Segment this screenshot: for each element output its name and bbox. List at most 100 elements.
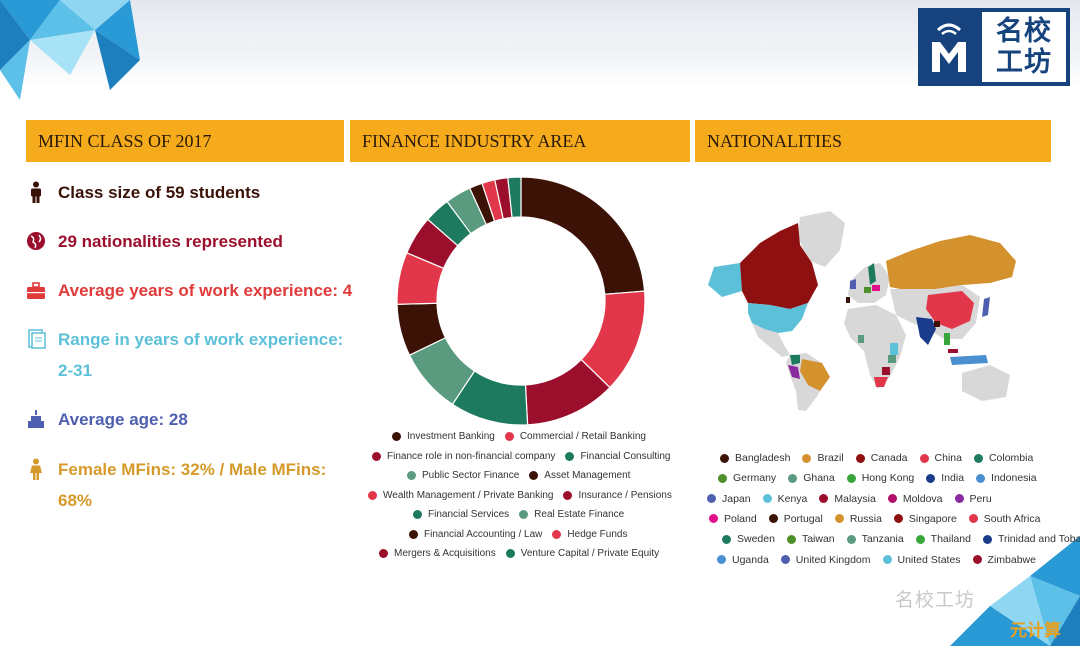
legend-swatch: [504, 432, 514, 441]
nationality-label: Ghana: [803, 472, 835, 485]
nationality-label: Japan: [722, 492, 751, 505]
nationality-legend-item: Peru: [954, 493, 992, 505]
legend-label: Venture Capital / Private Equity: [520, 548, 660, 559]
germany-shape: [864, 287, 871, 293]
legend-label: Investment Banking: [407, 431, 495, 442]
peru-shape: [788, 365, 800, 379]
top-band: [0, 0, 1080, 86]
nationality-swatch: [968, 514, 978, 524]
nationality-swatch: [973, 453, 983, 463]
poland-shape: [872, 285, 880, 291]
legend-label: Insurance / Pensions: [578, 489, 672, 501]
nationality-swatch: [788, 473, 798, 483]
nationality-swatch: [762, 494, 772, 504]
stat-line-continued: 2-31: [58, 361, 93, 380]
nationality-swatch: [887, 494, 897, 504]
zimbabwe-shape: [882, 367, 890, 375]
legend-item: Real Estate Finance: [519, 509, 624, 520]
nationality-label: Thailand: [930, 533, 971, 546]
stat-line: Class size of 59 students: [58, 183, 261, 202]
nationality-swatch: [819, 494, 829, 504]
stat-text: Average years of work experience: 4: [58, 275, 352, 306]
nationality-swatch: [976, 473, 986, 483]
nationality-swatch: [919, 453, 929, 463]
stat-line: Range in years of work experience:: [58, 330, 344, 349]
legend-swatch: [552, 529, 562, 539]
nationality-label: Portugal: [783, 512, 823, 525]
nationality-legend-item: Tanzania: [846, 533, 904, 546]
legend-item: Financial Services: [413, 509, 509, 520]
legend-swatch: [392, 432, 401, 441]
briefcase-icon: [26, 279, 46, 301]
legend-item: Hedge Funds: [552, 529, 627, 540]
nationality-swatch: [707, 494, 716, 504]
usa-shape: [748, 303, 808, 333]
brazil-shape: [800, 359, 830, 391]
nationality-label: India: [941, 472, 965, 485]
nationality-swatch: [722, 534, 731, 544]
stat-item: Average years of work experience: 4: [26, 279, 352, 306]
nationality-legend-item: Colombia: [973, 452, 1033, 464]
sweden-shape: [868, 263, 876, 285]
legend-label: Financial Accounting / Law: [424, 528, 543, 540]
stat-line: 29 nationalities represented: [58, 232, 283, 251]
brand-logo: 名校 工坊: [918, 8, 1070, 86]
nationality-legend-item: Singapore: [893, 513, 957, 525]
nationality-swatch: [893, 514, 903, 524]
legend-item: Commercial / Retail Banking: [504, 431, 646, 442]
nationality-swatch: [720, 453, 729, 463]
nationality-legend-item: Russia: [834, 513, 882, 525]
nationality-swatch: [954, 494, 964, 504]
industry-section-header: FINANCE INDUSTRY AREA: [350, 120, 690, 162]
nationality-legend-item: Brazil: [802, 452, 844, 464]
cake-icon: [26, 408, 46, 430]
nationality-label: Hong Kong: [861, 472, 915, 485]
china-shape: [926, 291, 974, 329]
legend-label: Financial Services: [428, 509, 510, 520]
nationality-swatch: [802, 453, 812, 463]
south-africa-shape: [874, 377, 888, 387]
tanzania-shape: [888, 355, 896, 363]
nationality-legend-item: Indonesia: [976, 472, 1037, 484]
nationality-label: Sweden: [737, 533, 775, 546]
nationality-legend-item: Zimbabwe: [972, 553, 1036, 566]
stat-item: Female MFins: 32% / Male MFins: 68%: [26, 458, 326, 516]
nationality-label: Zimbabwe: [987, 553, 1036, 566]
logo-line-2: 工坊: [996, 47, 1052, 78]
geometric-decoration-icon: [0, 0, 140, 100]
stat-text: Female MFins: 32% / Male MFins: 68%: [58, 454, 326, 516]
nationality-label: Tanzania: [861, 533, 904, 546]
nationality-swatch: [926, 473, 936, 483]
malaysia-shape: [948, 349, 958, 353]
colombia-shape: [790, 355, 800, 365]
stat-line: Female MFins: 32% / Male MFins:: [58, 460, 327, 479]
nationalities-section-header: NATIONALITIES: [695, 120, 1051, 162]
legend-item: Financial Consulting: [565, 451, 671, 462]
globe-icon: [26, 230, 46, 252]
watermark-subtext: 元计算: [1010, 621, 1061, 641]
nationality-label: United States: [897, 553, 961, 566]
nationality-legend-item: Thailand: [915, 533, 971, 546]
legend-swatch: [529, 471, 539, 480]
industry-donut-chart: [396, 176, 646, 426]
nationality-swatch: [855, 453, 865, 463]
geometric-decoration-icon: [950, 536, 1080, 646]
central-america-shape: [752, 323, 790, 357]
nationality-legend-item: Uganda: [717, 554, 769, 566]
nationality-swatch: [786, 534, 796, 544]
legend-label: Hedge Funds: [567, 528, 628, 540]
legend-swatch: [409, 529, 418, 539]
legend-item: Insurance / Pensions: [563, 489, 672, 501]
nationality-legend-item: Trinidad and Tobago: [982, 533, 1080, 545]
legend-swatch: [565, 451, 575, 461]
nationality-legend-item: United Kingdom: [780, 554, 871, 566]
legend-swatch: [519, 510, 529, 519]
nationality-label: Brazil: [817, 452, 844, 464]
nationality-swatch: [717, 555, 726, 564]
uk-shape: [850, 279, 856, 289]
greenland-shape: [798, 211, 845, 267]
legend-item: Financial Accounting / Law: [409, 529, 542, 540]
india-shape: [916, 317, 936, 345]
legend-label: Commercial / Retail Banking: [519, 431, 646, 442]
australia-shape: [962, 365, 1010, 401]
